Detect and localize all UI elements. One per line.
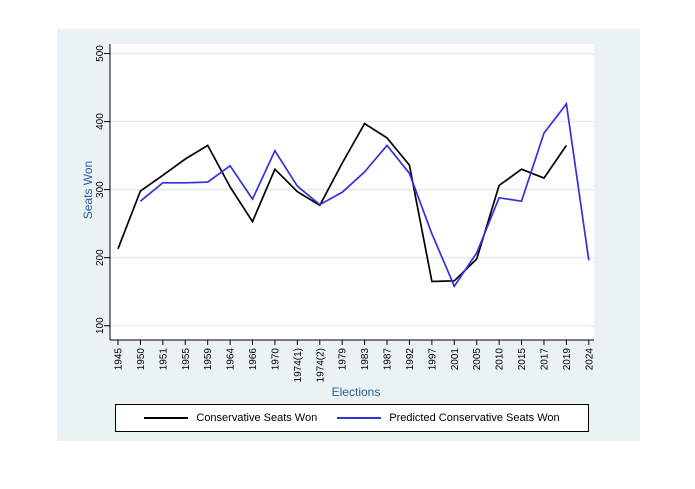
x-tick-label: 1979 (338, 348, 349, 371)
x-tick-label: 1966 (248, 348, 259, 371)
x-tick-label: 2005 (472, 348, 483, 371)
y-tick-label: 300 (95, 181, 106, 198)
x-tick-label: 2019 (562, 348, 573, 371)
legend-entry-conservative: Conservative Seats Won (144, 412, 317, 424)
y-axis-title: Seats Won (81, 160, 95, 220)
x-tick-label: 2017 (539, 348, 550, 371)
legend-line-sample-predicted (337, 417, 382, 419)
legend-line-sample-conservative (144, 417, 189, 419)
x-tick-label: 1983 (360, 348, 371, 371)
series-line-predicted (139, 101, 590, 288)
x-tick-label: 1964 (226, 348, 237, 371)
legend-entry-predicted: Predicted Conservative Seats Won (337, 412, 560, 424)
x-tick-label: 1974(1) (293, 348, 304, 382)
legend: Conservative Seats Won Predicted Conserv… (115, 404, 589, 432)
x-tick-label: 1955 (181, 348, 192, 371)
y-tick-label: 400 (95, 113, 106, 130)
x-tick-label: 1974(2) (315, 348, 326, 382)
x-tick-label: 1970 (270, 348, 281, 371)
x-tick-label: 1951 (158, 348, 169, 371)
y-tick-label: 200 (95, 249, 106, 266)
series-line-conservative (117, 122, 568, 283)
x-axis-title: Elections (331, 385, 381, 399)
x-tick-label: 2010 (495, 348, 506, 371)
x-tick-label: 1950 (136, 348, 147, 371)
y-tick-label: 500 (95, 45, 106, 62)
x-tick-label: 1987 (383, 348, 394, 371)
x-tick-label: 1959 (203, 348, 214, 371)
legend-label-predicted: Predicted Conservative Seats Won (389, 412, 560, 424)
x-tick-label: 2024 (584, 348, 595, 371)
plot-area (110, 44, 594, 340)
x-tick-label: 2001 (450, 348, 461, 371)
x-tick-label: 1945 (114, 348, 125, 371)
x-tick-label: 1992 (405, 348, 416, 371)
legend-label-conservative: Conservative Seats Won (196, 412, 318, 424)
x-tick-label: 1997 (427, 348, 438, 371)
x-tick-label: 2015 (517, 348, 528, 371)
y-tick-label: 100 (95, 317, 106, 334)
